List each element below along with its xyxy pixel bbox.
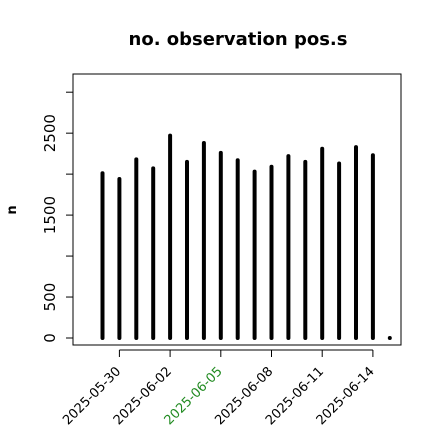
y-tick-label: 2500 [41,114,59,152]
y-tick-label: 0 [41,333,59,343]
bars [100,133,392,340]
chart-title: no. observation pos.s [129,29,348,50]
x-axis: 2025-05-302025-06-022025-06-052025-06-08… [60,349,378,428]
y-axis: 0 500 1500 2500 [41,91,74,343]
y-axis-label: n [5,205,20,214]
y-tick-label: 1500 [41,196,59,234]
y-tick-label: 500 [41,283,59,312]
